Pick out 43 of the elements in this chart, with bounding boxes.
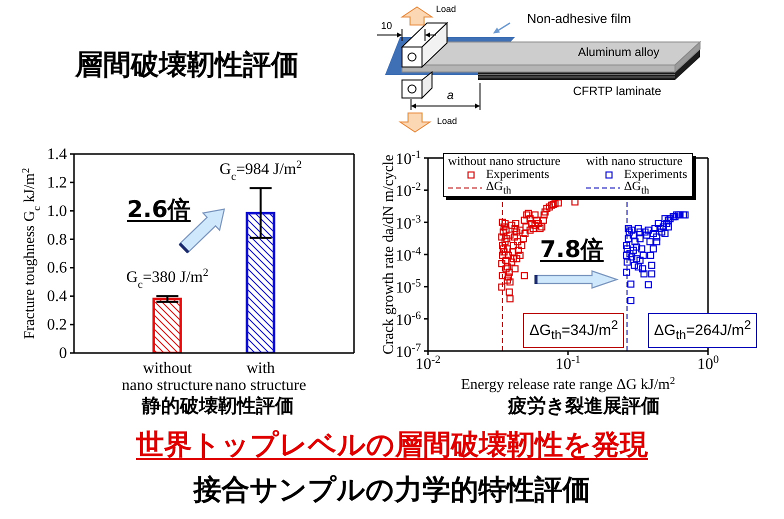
y-tick-label: 10$^{-6}$ [396,310,422,329]
text: Load [437,116,458,126]
text: 接合サンプルの力学的特性評価 [194,473,590,506]
annotation: without nano structure [448,154,560,168]
text: a [447,88,454,102]
annotation: with nano structure [586,154,683,168]
annotation: ΔG$_{th}$=34J/m$^{2}$ [529,318,618,342]
text: CFRTP laminate [573,84,662,98]
x-tick-label: 10$^{-1}$ [555,354,581,373]
y-tick-label: 0 [59,345,67,362]
y-tick-label: 10$^{-5}$ [396,278,422,297]
annotation: ΔG$_{th}$=264J/m$^{2}$ [654,318,752,342]
y-tick-label: 0.6 [47,260,67,277]
y-tick-label: 0.8 [47,231,67,248]
text: Aluminum alloy [578,45,660,59]
data-label: G$_{c}$=380 J/m$^{2}$ [126,267,208,292]
data-label: G$_{c}$=984 J/m$^{2}$ [220,159,302,184]
y-tick-label: 1.0 [47,202,67,220]
y-tick-label: 0.4 [47,288,67,306]
text: 層間破壊靭性評価 [75,48,299,81]
x-tick-label: 10$^{-2}$ [415,354,441,373]
x-tick-label: without nano structure [122,360,213,394]
y-axis-title: Crack growth rate da/dN m/cycle [381,154,397,354]
text: 疲労き裂進展評価 [508,395,660,417]
legend-label: Experiments [486,167,550,181]
y-tick-label: 1.4 [47,146,67,163]
text: Load [436,4,456,14]
annotation: 2.6倍 [127,197,191,223]
legend-label: Experiments [624,167,688,181]
y-tick-label: 10$^{-4}$ [396,246,422,264]
text: 10 [381,21,393,32]
text: 静的破壊靭性評価 [142,395,294,417]
y-tick-label: 0.2 [47,316,67,334]
y-tick-label: 10$^{-2}$ [396,181,421,200]
annotation: 7.8倍 [540,237,604,263]
x-axis-title: Energy release rate range ΔG kJ/m$^{2}$ [460,376,676,393]
text: Non-adhesive film [527,11,632,26]
x-tick-label: with nano structure [215,360,306,394]
y-tick-label: 10$^{-3}$ [396,213,422,232]
x-tick-label: 10$^{0}$ [697,354,720,373]
y-tick-label: 10$^{-1}$ [396,149,421,168]
text: 世界トップレベルの層間破壊靭性を発現 [136,428,648,461]
y-tick-label: 1.2 [47,174,67,192]
